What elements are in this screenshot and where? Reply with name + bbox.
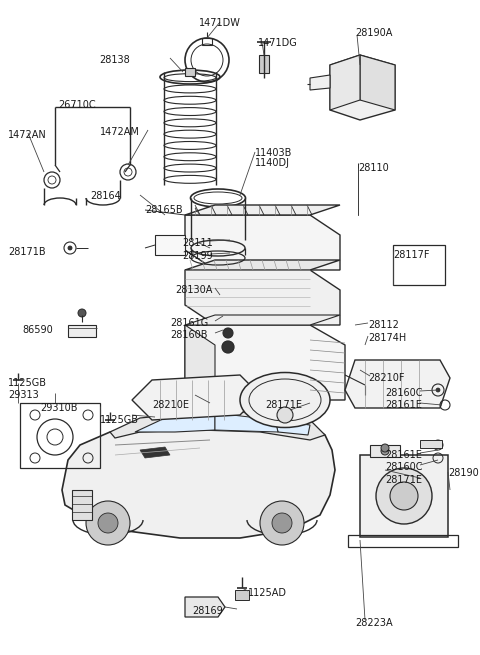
Polygon shape	[62, 418, 335, 538]
Text: 28165B: 28165B	[145, 205, 182, 215]
Polygon shape	[185, 260, 340, 270]
Circle shape	[381, 444, 389, 452]
Polygon shape	[155, 235, 185, 255]
Text: 29313: 29313	[8, 390, 39, 400]
Text: 28161E: 28161E	[385, 400, 422, 410]
Text: 28174H: 28174H	[368, 333, 406, 343]
Circle shape	[390, 482, 418, 510]
Polygon shape	[185, 597, 225, 617]
Polygon shape	[185, 325, 215, 400]
Text: 28171E: 28171E	[385, 475, 422, 485]
Bar	[185, 68, 195, 76]
Text: 1472AN: 1472AN	[8, 130, 47, 140]
Text: 1140DJ: 1140DJ	[255, 158, 290, 168]
Text: 1125GB: 1125GB	[100, 415, 139, 425]
Circle shape	[272, 513, 292, 533]
Text: 28112: 28112	[368, 320, 399, 330]
Polygon shape	[215, 413, 278, 432]
Polygon shape	[135, 413, 215, 432]
Polygon shape	[185, 325, 345, 400]
Circle shape	[68, 246, 72, 250]
Text: 1125GB: 1125GB	[8, 378, 47, 388]
Polygon shape	[330, 55, 395, 120]
Text: 28190A: 28190A	[355, 28, 392, 38]
Ellipse shape	[240, 373, 330, 428]
Circle shape	[222, 341, 234, 353]
Text: 28130A: 28130A	[175, 285, 212, 295]
Polygon shape	[360, 55, 395, 110]
Text: 11403B: 11403B	[255, 148, 292, 158]
Text: 28117F: 28117F	[393, 250, 430, 260]
Circle shape	[436, 388, 440, 392]
Polygon shape	[185, 270, 340, 325]
Bar	[68, 325, 96, 337]
Bar	[259, 55, 269, 73]
Polygon shape	[140, 447, 170, 458]
Bar	[235, 590, 249, 600]
Text: 28190: 28190	[448, 468, 479, 478]
Polygon shape	[310, 75, 330, 90]
Text: 1472AM: 1472AM	[100, 127, 140, 137]
Text: 28171E: 28171E	[265, 400, 302, 410]
Polygon shape	[132, 375, 260, 420]
Circle shape	[381, 447, 389, 455]
Circle shape	[78, 309, 86, 317]
Text: 28171B: 28171B	[8, 247, 46, 257]
Circle shape	[98, 513, 118, 533]
Polygon shape	[185, 215, 340, 270]
Text: 28210E: 28210E	[152, 400, 189, 410]
Text: 28161G: 28161G	[170, 318, 208, 328]
Circle shape	[376, 468, 432, 524]
Text: 28169: 28169	[192, 606, 223, 616]
Circle shape	[277, 407, 293, 423]
Circle shape	[223, 328, 233, 338]
Text: 1125AD: 1125AD	[248, 588, 287, 598]
Text: 28210F: 28210F	[368, 373, 405, 383]
Text: 28160B: 28160B	[170, 330, 207, 340]
Polygon shape	[275, 420, 310, 435]
Circle shape	[86, 501, 130, 545]
Text: 28110: 28110	[358, 163, 389, 173]
Polygon shape	[330, 55, 360, 110]
Bar	[360, 455, 448, 537]
Text: 28161E: 28161E	[385, 450, 422, 460]
Text: 28199: 28199	[182, 251, 213, 261]
Text: 28111: 28111	[182, 238, 213, 248]
Circle shape	[260, 501, 304, 545]
Text: 26710C: 26710C	[58, 100, 96, 110]
Text: 1471DG: 1471DG	[258, 38, 298, 48]
Text: 29310B: 29310B	[40, 403, 77, 413]
Bar	[20, 403, 100, 468]
Text: 1471DW: 1471DW	[199, 18, 241, 28]
Text: 28223A: 28223A	[355, 618, 393, 628]
Bar	[72, 490, 92, 520]
Text: 28160C: 28160C	[385, 462, 422, 472]
Text: 86590: 86590	[22, 325, 53, 335]
Text: 28164: 28164	[90, 191, 121, 201]
Text: 28160C: 28160C	[385, 388, 422, 398]
Polygon shape	[345, 360, 450, 408]
Bar	[202, 38, 212, 45]
Bar	[420, 440, 442, 448]
Bar	[393, 245, 445, 285]
Polygon shape	[185, 315, 340, 325]
Polygon shape	[110, 412, 325, 440]
Bar	[348, 535, 458, 547]
Bar	[370, 445, 400, 457]
Text: 28138: 28138	[99, 55, 130, 65]
Polygon shape	[185, 205, 340, 215]
